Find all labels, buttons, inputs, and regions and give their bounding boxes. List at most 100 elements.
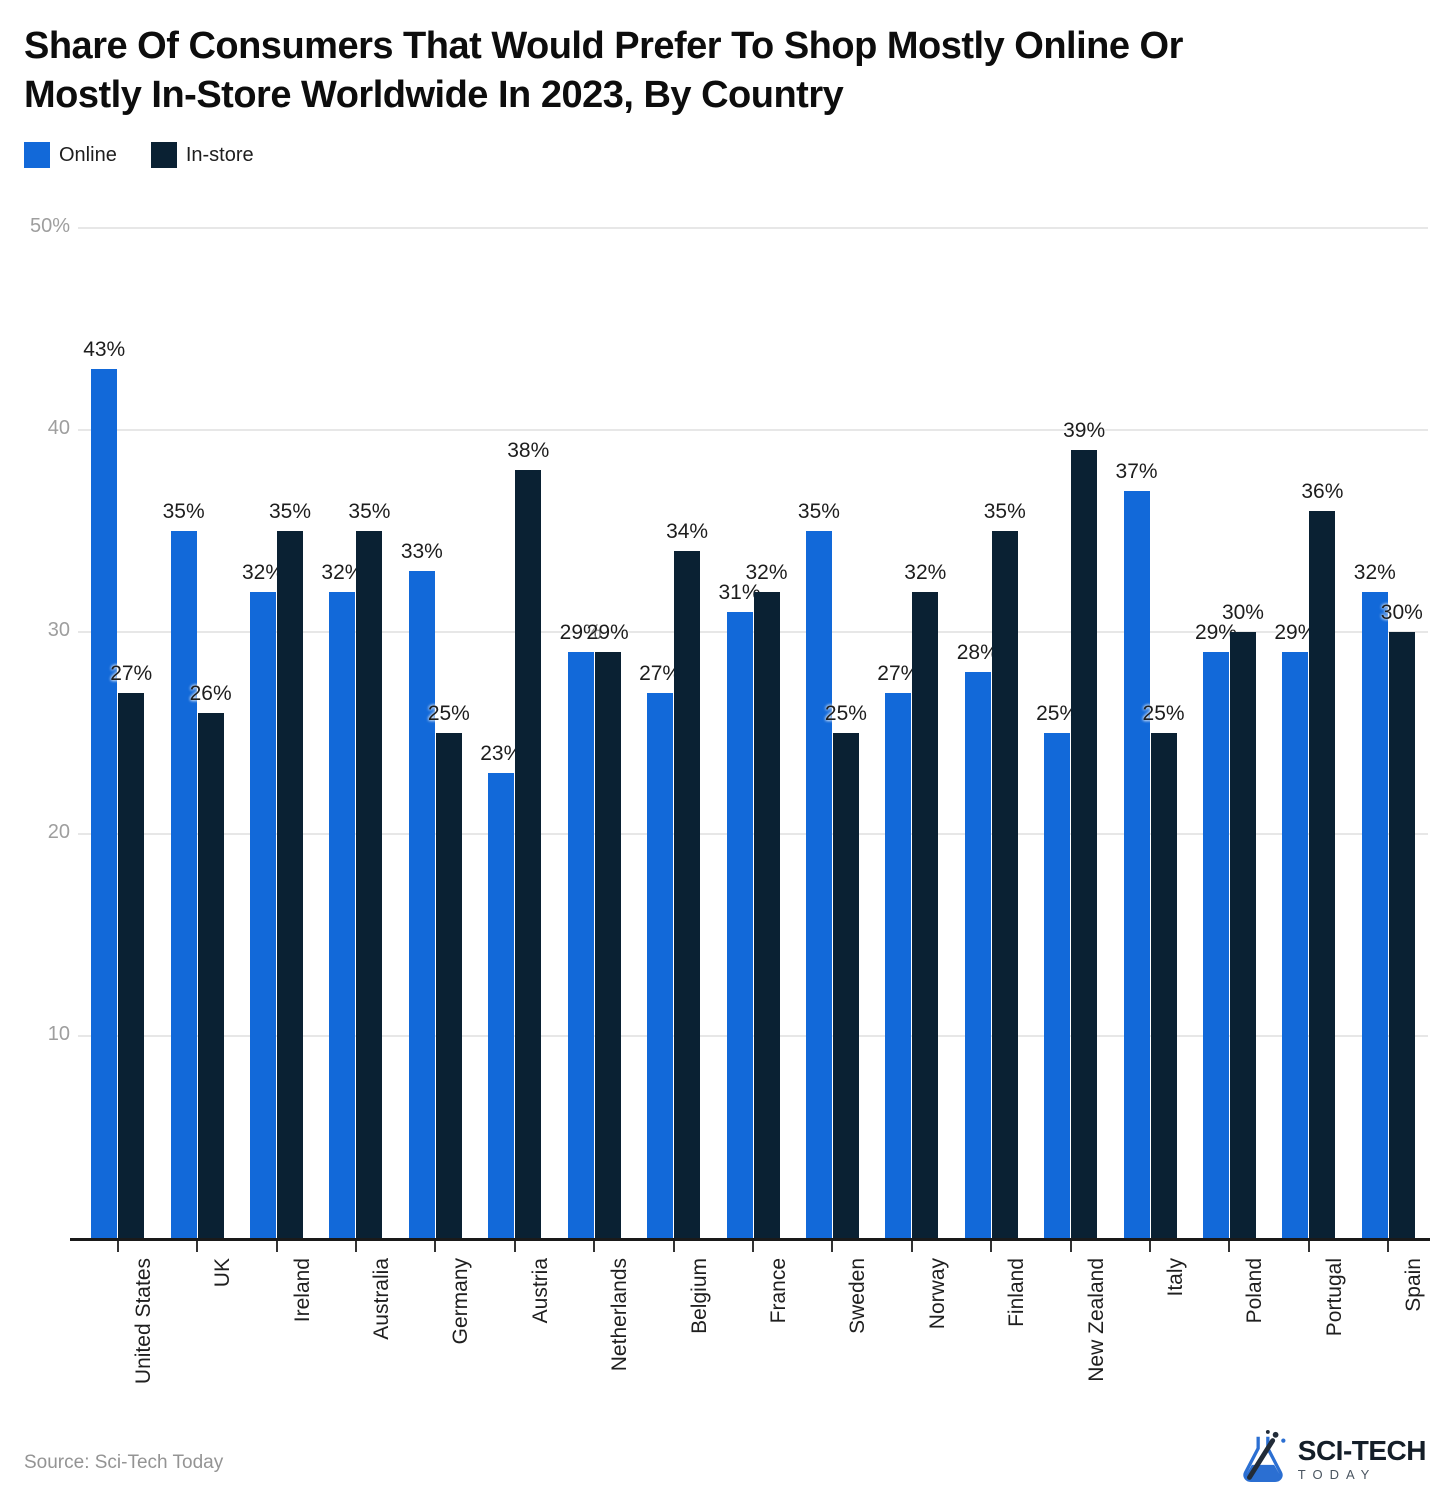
value-label-in-store-australia: 35% — [348, 500, 391, 523]
bar-online-netherlands — [567, 652, 594, 1238]
logo-title: SCI-TECH — [1297, 1435, 1427, 1466]
x-label-netherlands: Netherlands — [608, 1258, 632, 1372]
bar-in-store-spain — [1388, 632, 1415, 1238]
value-label-in-store-france: 32% — [745, 560, 788, 584]
bar-in-store-new-zealand — [1071, 450, 1098, 1238]
x-label-italy: Italy — [1164, 1258, 1188, 1297]
value-label-in-store-norway: 32% — [904, 560, 947, 584]
gridline-10 — [78, 1035, 1428, 1037]
gridline-40 — [78, 429, 1428, 431]
x-tick-germany — [434, 1241, 437, 1252]
x-tick-belgium — [672, 1241, 675, 1252]
x-tick-spain — [1387, 1241, 1390, 1252]
legend-swatch-online — [24, 142, 50, 168]
x-label-new-zealand: New Zealand — [1084, 1258, 1108, 1382]
y-tick-label-30: 30 — [47, 619, 70, 641]
value-label-online-belgium: 27% — [639, 661, 682, 685]
value-label-online-australia: 32% — [321, 560, 364, 584]
y-tick-label-50: 50% — [29, 215, 70, 237]
value-label-online-united-states: 43% — [83, 338, 126, 362]
value-label-in-store-italy: 25% — [1142, 702, 1185, 725]
value-label-in-store-ireland: 35% — [269, 500, 312, 523]
value-label-in-store-belgium: 34% — [666, 520, 709, 544]
y-tick-label-20: 20 — [47, 821, 70, 843]
gridline-20 — [78, 833, 1428, 835]
bar-online-france — [726, 611, 753, 1238]
bar-online-australia — [329, 591, 356, 1238]
x-tick-new-zealand — [1069, 1241, 1072, 1252]
flask-icon — [1243, 1429, 1286, 1482]
x-tick-united-states — [116, 1241, 119, 1252]
value-label-online-finland: 28% — [956, 641, 999, 665]
y-tick-label-40: 40 — [47, 417, 70, 439]
value-label-online-france: 31% — [718, 580, 761, 604]
bar-in-store-uk — [197, 712, 224, 1238]
bar-online-finland — [964, 672, 991, 1238]
value-label-online-spain: 32% — [1353, 560, 1396, 584]
x-tick-netherlands — [593, 1241, 596, 1252]
value-label-in-store-netherlands: 29% — [586, 621, 629, 645]
bar-online-new-zealand — [1044, 733, 1071, 1238]
logo-text: SCI-TECH TODAY — [1297, 1435, 1427, 1482]
x-tick-austria — [513, 1241, 516, 1252]
value-label-in-store-finland: 35% — [983, 500, 1026, 523]
bar-online-italy — [1123, 490, 1150, 1238]
x-label-belgium: Belgium — [687, 1258, 711, 1334]
bar-online-germany — [408, 571, 435, 1238]
bar-in-store-germany — [435, 733, 462, 1238]
bar-online-norway — [885, 692, 912, 1238]
x-label-ireland: Ireland — [290, 1258, 314, 1323]
value-label-in-store-austria: 38% — [507, 439, 550, 463]
x-tick-norway — [910, 1241, 913, 1252]
bar-online-united-states — [91, 369, 118, 1238]
x-label-united-states: United States — [131, 1258, 155, 1385]
value-label-in-store-united-states: 27% — [110, 661, 153, 685]
bar-in-store-portugal — [1309, 510, 1336, 1238]
value-label-online-portugal: 29% — [1274, 621, 1317, 645]
bar-online-sweden — [805, 531, 832, 1238]
value-label-in-store-uk: 26% — [189, 681, 232, 705]
source-text: Source: Sci-Tech Today — [24, 1452, 224, 1473]
y-tick-label-10: 10 — [47, 1023, 70, 1045]
x-tick-sweden — [831, 1241, 834, 1252]
legend-item-in-store: In-store — [150, 142, 254, 168]
value-label-online-norway: 27% — [877, 661, 920, 685]
bar-in-store-netherlands — [594, 652, 621, 1238]
x-label-uk: UK — [211, 1258, 235, 1288]
bar-in-store-australia — [356, 531, 383, 1238]
value-label-online-new-zealand: 25% — [1036, 702, 1079, 725]
legend-label-online: Online — [59, 143, 117, 166]
scitech-logo: SCI-TECH TODAY — [1232, 1428, 1427, 1490]
x-label-germany: Germany — [449, 1258, 473, 1345]
bar-online-spain — [1361, 591, 1388, 1238]
x-label-france: France — [767, 1258, 790, 1324]
bar-in-store-france — [753, 591, 780, 1238]
x-tick-portugal — [1307, 1241, 1310, 1252]
x-label-norway: Norway — [925, 1258, 949, 1330]
x-tick-italy — [1149, 1241, 1152, 1252]
legend-swatch-in-store — [150, 142, 177, 168]
value-label-in-store-poland: 30% — [1221, 601, 1264, 624]
x-tick-poland — [1228, 1241, 1231, 1252]
bar-in-store-united-states — [118, 692, 145, 1238]
bar-in-store-italy — [1150, 733, 1177, 1238]
bar-online-poland — [1202, 652, 1229, 1238]
value-label-online-ireland: 32% — [242, 560, 285, 584]
x-tick-finland — [990, 1241, 993, 1252]
bar-in-store-finland — [991, 531, 1018, 1238]
value-label-online-netherlands: 29% — [559, 621, 602, 645]
x-tick-france — [752, 1241, 754, 1252]
bar-online-belgium — [647, 692, 674, 1238]
value-label-in-store-sweden: 25% — [824, 702, 867, 725]
bar-in-store-poland — [1229, 632, 1256, 1238]
value-label-online-austria: 23% — [480, 742, 523, 766]
logo-subtitle: TODAY — [1297, 1467, 1377, 1482]
value-label-in-store-germany: 25% — [427, 702, 470, 725]
bar-online-ireland — [250, 591, 277, 1238]
value-label-online-sweden: 35% — [797, 500, 840, 523]
bar-in-store-belgium — [674, 551, 701, 1238]
gridline-30 — [78, 631, 1428, 633]
bar-in-store-sweden — [832, 733, 859, 1238]
bar-in-store-ireland — [277, 531, 304, 1238]
